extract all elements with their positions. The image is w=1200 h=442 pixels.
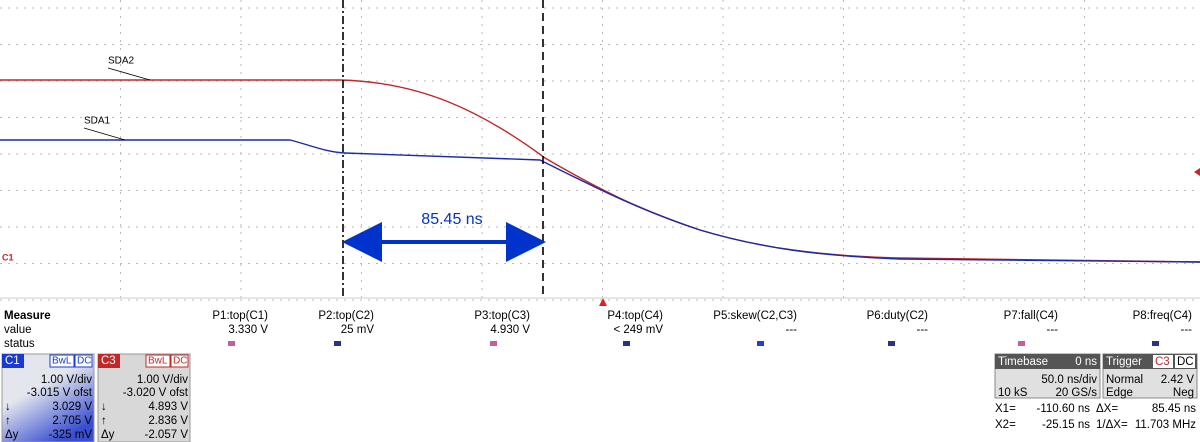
status-icon <box>228 341 235 346</box>
cursor-value: -325 mV <box>49 429 93 441</box>
trace-label: SDA2 <box>108 56 135 67</box>
param-name: P3:top(C3) <box>474 310 530 322</box>
cursor-readout: -25.15 ns <box>1042 419 1090 431</box>
param-value: 25 mV <box>341 324 375 336</box>
param-value: < 249 mV <box>613 324 663 336</box>
status-icon <box>757 341 764 346</box>
row-label: status <box>4 338 35 350</box>
timebase-title: Timebase <box>998 356 1048 368</box>
param-name: P5:skew(C2,C3) <box>713 310 797 322</box>
cursor-label: X2= <box>995 419 1016 431</box>
cursor-symbol: ↓ <box>5 401 11 413</box>
trigger-level: 2.42 V <box>1161 374 1195 386</box>
cursor-value: -2.057 V <box>145 429 189 441</box>
cursor-symbol: ↑ <box>101 415 107 427</box>
tag-box <box>1175 355 1195 368</box>
status-icon <box>623 341 630 346</box>
coupling: DC <box>173 356 187 367</box>
channel-marker: C1 <box>2 252 14 262</box>
coupling: DC <box>77 356 91 367</box>
cursor-readout: 85.45 ns <box>1152 403 1196 415</box>
channel-boxes: C1 BwL DC1.00 V/div-3.015 V ofst↓ 3.029 V↑ 2… <box>1 353 191 442</box>
trigger-mode: Normal <box>1106 374 1143 386</box>
trigger-slope: Neg <box>1173 387 1194 399</box>
status-icon <box>888 341 895 346</box>
trace-sda1 <box>0 139 1200 263</box>
trigger-type: Edge <box>1106 387 1133 399</box>
trace-sda2 <box>0 79 1200 263</box>
cursor-symbol: ↑ <box>5 415 11 427</box>
status-icon <box>334 341 341 346</box>
row-label: value <box>4 324 32 336</box>
cursor-readout: 11.703 MHz <box>1135 419 1196 431</box>
scale: 1.00 V/div <box>41 374 92 386</box>
graticule <box>0 0 1200 301</box>
measure-table: Measure value status P1:top(C1) 3.330 V P2:to… <box>4 310 1192 350</box>
cursor-label: 1/ΔX= <box>1096 419 1128 431</box>
bandwidth: BwL <box>52 356 72 367</box>
cursor-value: 2.836 V <box>148 415 188 427</box>
cursor-value: 3.029 V <box>52 401 92 413</box>
param-name: P6:duty(C2) <box>867 310 929 322</box>
param-value: --- <box>1181 324 1193 336</box>
param-value: 4.930 V <box>490 324 530 336</box>
cursor-label: X1= <box>995 403 1016 415</box>
param-value: --- <box>1047 324 1059 336</box>
cursor-symbol: Δy <box>101 429 115 441</box>
label-leader <box>107 67 151 81</box>
trigger-source: C3 <box>1155 356 1170 368</box>
offset: -3.015 V ofst <box>27 387 93 399</box>
trigger-marker <box>599 298 607 306</box>
row-label: Measure <box>4 310 51 322</box>
timebase-scale: 50.0 ns/div <box>1041 374 1097 386</box>
delta-annotation: 85.45 ns <box>421 211 482 228</box>
tag-box <box>145 354 171 368</box>
level-marker <box>1194 168 1200 176</box>
status-icon <box>1152 341 1159 346</box>
channel-tag <box>98 354 120 368</box>
cursor-value: 2.705 V <box>52 415 92 427</box>
cursor-readout: -110.60 ns <box>1037 403 1091 415</box>
trigger-header <box>1103 354 1197 369</box>
cursor-label: ΔX= <box>1096 403 1118 415</box>
label-leader <box>83 127 126 141</box>
tag-box <box>170 354 189 368</box>
param-name: P8:freq(C4) <box>1133 310 1193 322</box>
cursor-value: 4.893 V <box>148 401 188 413</box>
scale: 1.00 V/div <box>137 374 188 386</box>
channel-tag <box>2 354 24 368</box>
cursor-symbol: Δy <box>5 429 19 441</box>
cursor-symbol: ↓ <box>101 401 107 413</box>
param-name: P1:top(C1) <box>212 310 268 322</box>
status-icon <box>490 341 497 346</box>
param-value: 3.330 V <box>228 324 268 336</box>
channel-name: C3 <box>101 355 116 367</box>
offset: -3.020 V ofst <box>123 387 189 399</box>
trigger-coupling: DC <box>1177 356 1194 368</box>
tag-box <box>1153 355 1173 368</box>
channel-name: C1 <box>5 355 20 367</box>
param-name: P2:top(C2) <box>318 310 374 322</box>
channel-box <box>97 353 191 442</box>
param-value: --- <box>917 324 929 336</box>
param-name: P7:fall(C4) <box>1004 310 1058 322</box>
channel-box <box>1 353 95 442</box>
tag-box <box>74 354 93 368</box>
trace-label: SDA1 <box>84 116 111 127</box>
bandwidth: BwL <box>148 356 168 367</box>
param-name: P4:top(C4) <box>607 310 663 322</box>
timebase-samples: 10 kS <box>998 387 1028 399</box>
tag-box <box>49 354 75 368</box>
param-value: --- <box>786 324 798 336</box>
trigger-title: Trigger <box>1106 356 1142 368</box>
timebase-rate: 20 GS/s <box>1055 387 1097 399</box>
timebase-header <box>995 354 1100 369</box>
status-icon <box>1018 341 1025 346</box>
timebase-trigger: Timebase 0 ns 50.0 ns/div 10 kS 20 GS/s Trigg… <box>994 353 1198 431</box>
timebase-delay: 0 ns <box>1075 356 1097 368</box>
